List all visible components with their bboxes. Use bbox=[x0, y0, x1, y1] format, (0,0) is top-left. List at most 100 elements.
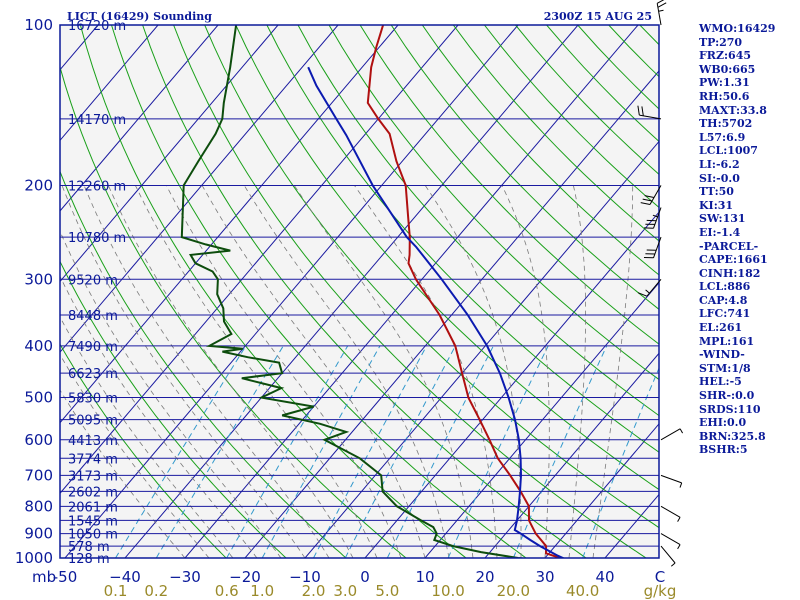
dry-adiabat-line bbox=[359, 25, 659, 345]
isobar-lines bbox=[60, 24, 659, 559]
mixing-ratio-unit-label: g/kg bbox=[644, 582, 677, 600]
pressure-tick-label: 800 bbox=[24, 497, 53, 515]
index-line: -WIND- bbox=[699, 348, 745, 362]
stability-indices-panel: WMO:16429 TP:270 FRZ:645 WB0:665 PW:1.31 RH:5… bbox=[699, 22, 799, 457]
height-label: 3774 m bbox=[68, 452, 118, 467]
wind-barb bbox=[637, 105, 662, 120]
wind-barb-half-flag bbox=[677, 517, 681, 522]
wind-barb-shaft bbox=[660, 533, 681, 546]
index-line: MAXT:33.8 bbox=[699, 103, 767, 117]
dry-adiabat-line bbox=[60, 260, 287, 558]
pressure-tick-label: 900 bbox=[24, 525, 53, 543]
height-label: 2061 m bbox=[68, 500, 118, 515]
dry-adiabat-line bbox=[235, 25, 659, 491]
height-label: 1050 m bbox=[68, 528, 118, 543]
wind-barb-flag bbox=[642, 198, 653, 202]
index-line: CINH:182 bbox=[699, 266, 761, 280]
height-label: 578 m bbox=[68, 540, 110, 555]
pressure-unit-label: mb bbox=[32, 568, 56, 586]
wind-barb-flag bbox=[644, 195, 655, 198]
station-title: LICT (16429) Sounding bbox=[67, 10, 212, 23]
dewpoint-profile-line bbox=[180, 25, 531, 558]
valid-time: 2300Z 15 AUG 25 bbox=[544, 10, 652, 23]
index-line: TT:50 bbox=[699, 185, 734, 199]
index-line: TP:270 bbox=[699, 35, 743, 49]
mixing-ratio-label: 20.0 bbox=[497, 582, 530, 600]
pressure-tick-label: 400 bbox=[24, 337, 53, 355]
pressure-tick-label: 600 bbox=[24, 431, 53, 449]
moist-adiabat-line bbox=[60, 230, 282, 558]
index-line: CAP:4.8 bbox=[699, 293, 748, 307]
dry-adiabat-line bbox=[173, 25, 648, 558]
wind-barb bbox=[656, 0, 667, 26]
wind-barb-half-flag bbox=[652, 214, 658, 218]
wind-barb-half-flag bbox=[679, 428, 684, 434]
height-label: 128 m bbox=[68, 552, 110, 567]
dry-adiabat-line bbox=[142, 25, 587, 558]
index-line: L57:6.9 bbox=[699, 130, 746, 144]
wind-barb-half-flag bbox=[670, 562, 676, 567]
wind-barb-half-flag bbox=[645, 289, 650, 294]
index-line: RH:50.6 bbox=[699, 89, 750, 103]
index-line: PW:1.31 bbox=[699, 76, 750, 90]
mixing-ratio-label: 0.1 bbox=[104, 582, 128, 600]
isotherm-line bbox=[60, 25, 339, 353]
isotherm-line bbox=[60, 25, 279, 283]
isotherm-line bbox=[484, 352, 659, 558]
dry-adiabat-lines bbox=[60, 25, 659, 558]
dry-adiabat-line bbox=[60, 65, 407, 558]
isotherm-line bbox=[60, 25, 459, 495]
dry-adiabat-line bbox=[204, 25, 659, 529]
index-line: SI:-0.0 bbox=[699, 171, 740, 185]
plot-border bbox=[59, 24, 660, 559]
wind-barb bbox=[660, 533, 681, 550]
height-label: 8448 m bbox=[68, 309, 118, 324]
temperature-tick-label: −10 bbox=[289, 568, 321, 586]
mixing-ratio-label: 0.2 bbox=[144, 582, 168, 600]
mixing-ratio-label: 0.6 bbox=[215, 582, 239, 600]
mixing-ratio-label: 1.0 bbox=[250, 582, 274, 600]
height-label: 14170 m bbox=[68, 113, 126, 128]
mixing-ratio-label: 5.0 bbox=[375, 582, 399, 600]
index-line: CAPE:1661 bbox=[699, 253, 768, 267]
isotherm-line bbox=[364, 211, 659, 558]
pressure-tick-label: 700 bbox=[24, 466, 53, 484]
isotherm-line bbox=[124, 25, 579, 558]
temperature-tick-label: 30 bbox=[535, 568, 554, 586]
index-line: -PARCEL- bbox=[699, 239, 759, 253]
index-line: EI:-1.4 bbox=[699, 225, 741, 239]
index-line: BSHR:5 bbox=[699, 443, 748, 457]
temperature-tick-label: 0 bbox=[360, 568, 370, 586]
dry-adiabat-line bbox=[266, 25, 659, 453]
plot-frame bbox=[59, 24, 660, 559]
isotherm-line bbox=[244, 70, 659, 558]
height-label: 5095 m bbox=[68, 414, 118, 429]
dry-adiabat-line bbox=[297, 25, 659, 417]
temperature-profile-line bbox=[366, 25, 565, 558]
height-label: 5830 m bbox=[68, 392, 118, 407]
wind-barb-half-flag bbox=[677, 544, 681, 550]
index-line: KI:31 bbox=[699, 198, 734, 212]
dry-adiabat-line bbox=[60, 343, 227, 558]
temperature-tick-label: −40 bbox=[109, 568, 141, 586]
isotherm-line bbox=[184, 25, 639, 558]
mixing-ratio-label: 2.0 bbox=[302, 582, 326, 600]
isotherm-line bbox=[544, 423, 659, 558]
index-line: FRZ:645 bbox=[699, 49, 752, 63]
temperature-tick-label: −20 bbox=[229, 568, 261, 586]
isotherm-line bbox=[60, 25, 219, 212]
wind-barb-flag bbox=[637, 105, 640, 116]
height-label: 10780 m bbox=[68, 231, 126, 246]
wind-barb-shaft bbox=[660, 428, 681, 441]
dry-adiabat-line bbox=[111, 25, 527, 558]
height-label: 12260 m bbox=[68, 179, 126, 194]
pressure-tick-label: 100 bbox=[24, 16, 53, 34]
index-line: EHI:0.0 bbox=[699, 416, 747, 430]
index-line: HEL:-5 bbox=[699, 375, 742, 389]
pressure-tick-label: 500 bbox=[24, 389, 53, 407]
pressure-tick-label: 300 bbox=[24, 270, 53, 288]
profile-series bbox=[180, 25, 566, 558]
